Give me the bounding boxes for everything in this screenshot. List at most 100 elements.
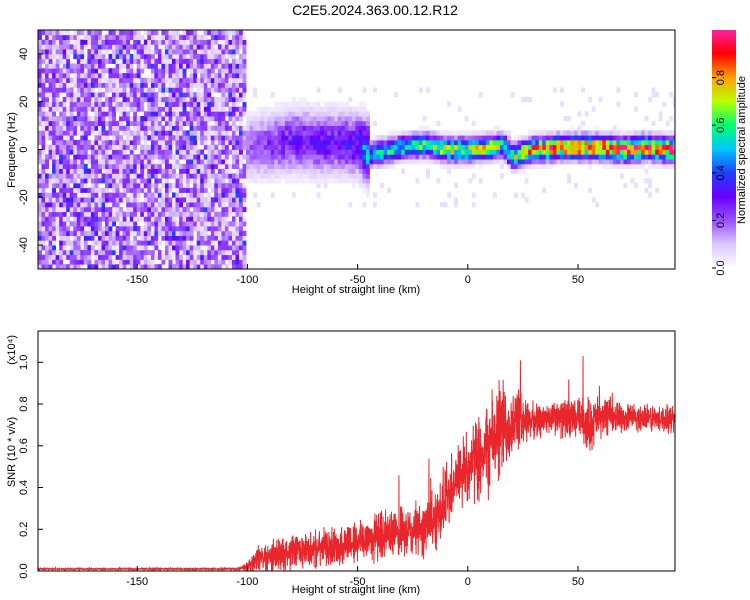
spectrogram-cell [161,77,166,83]
spectrogram-cell [52,77,56,83]
spectrogram-cell [577,159,582,165]
spectrogram-cell [136,82,141,88]
spectrogram-cell [581,135,585,141]
spectrogram-cell [150,254,155,260]
spectrogram-cell [133,202,138,208]
spectrogram-cell [323,159,328,165]
spectrogram-cell [242,245,247,251]
spectrogram-cell [105,235,109,241]
spectrogram-cell [348,111,353,117]
spectrogram-cell [630,149,635,155]
spectrogram-cell [464,144,469,150]
spectrogram-cell [496,154,501,160]
spectrogram-cell [140,235,145,241]
spectrogram-cell [203,206,208,213]
spectrogram-cell [214,154,219,160]
spectrogram-cell [207,87,212,93]
snr-series-line [37,356,676,572]
spectrogram-cell [274,159,279,165]
spectrogram-cell [55,206,60,213]
spectrogram-cell [422,135,427,141]
spectrogram-cell [108,34,113,40]
spectrogram-cell [637,154,642,160]
spectrogram-cell [295,139,300,146]
spectrogram-cell [80,163,85,169]
spectrogram-cell [397,159,402,165]
spectrogram-cell [221,53,226,60]
spectrogram-cell [362,168,367,174]
spectrogram-cell [126,101,131,107]
spectrogram-cell [59,249,64,256]
spectrogram-cell [235,130,240,136]
spectrogram-cell [38,202,42,208]
spectrogram-cell [62,144,67,150]
spectrogram-cell [112,245,116,251]
spectrogram-cell [172,235,176,241]
spectrogram-cell [284,144,289,150]
spectrogram-cell [112,44,116,50]
spectrogram-cell [76,254,81,260]
spectrogram-cell [129,63,134,69]
spectrogram-cell [277,173,282,179]
spectrogram-cell [207,173,212,179]
spectrogram-cell [232,63,236,69]
spectrogram-cell [246,125,250,131]
spectrogram-cell [62,163,67,169]
spectrogram-cell [133,245,138,251]
spectrogram-cell [217,111,222,117]
spectrogram-cell [313,178,317,184]
spectrogram-cell [76,187,81,193]
spectrogram-cell [598,139,603,146]
spectrogram-cell [66,30,71,36]
spectrogram-cell [108,111,113,117]
spectrogram-cell [179,163,183,169]
spectrogram-cell [327,168,332,174]
spectrogram-cell [270,168,275,174]
spectrogram-cell [66,82,71,88]
spectrogram-cell [150,101,155,107]
spectrogram-cell [366,116,370,122]
spectrogram-cell [172,192,176,198]
spectrogram-cell [535,135,540,141]
spectrogram-cell [196,106,201,112]
spectrogram-cell [112,111,116,117]
spectrogram-cell [122,187,127,193]
spectrogram-cell [217,197,222,203]
spectrogram-cell [76,264,81,270]
spectrogram-cell [521,144,526,150]
spectrogram-cell [94,187,99,193]
spectrogram-cell [401,139,406,146]
spectrogram-cell [140,49,145,55]
spectrogram-cell [672,135,676,141]
spectrogram-cell [320,135,324,141]
spectrogram-cell [87,226,92,232]
spectrogram-cell [648,139,652,146]
spectrogram-cell [115,159,120,165]
spectrogram-cell [126,73,131,79]
spectrogram-cell [433,135,437,141]
spectrogram-cell [464,154,469,160]
spectrogram-cell [76,211,81,217]
spectrogram-cell [94,125,99,131]
spectrogram-cell [559,130,564,136]
spectrogram-cell [55,30,60,36]
spectrogram-cell [147,187,152,193]
spectrogram-cell [168,254,173,260]
spectrogram-cell [73,259,78,265]
spectrogram-cell [641,139,645,146]
spectrogram-cell [507,144,511,150]
spectrogram-cell [207,135,212,141]
spectrogram-cell [457,130,462,136]
spectrogram-cell [232,130,236,136]
spectrogram-cell [619,154,624,160]
spectrogram-cell [76,49,81,55]
spectrogram-cell [73,154,78,160]
spectrogram-cell [217,34,222,40]
spectrogram-cell [542,154,547,160]
spectrogram-cell [330,149,335,155]
spectrogram-cell [316,101,321,107]
spectrogram-cell [217,77,222,83]
spectrogram-cell [126,116,131,122]
spectrogram-cell [390,139,395,146]
spectrogram-cell [59,168,64,174]
